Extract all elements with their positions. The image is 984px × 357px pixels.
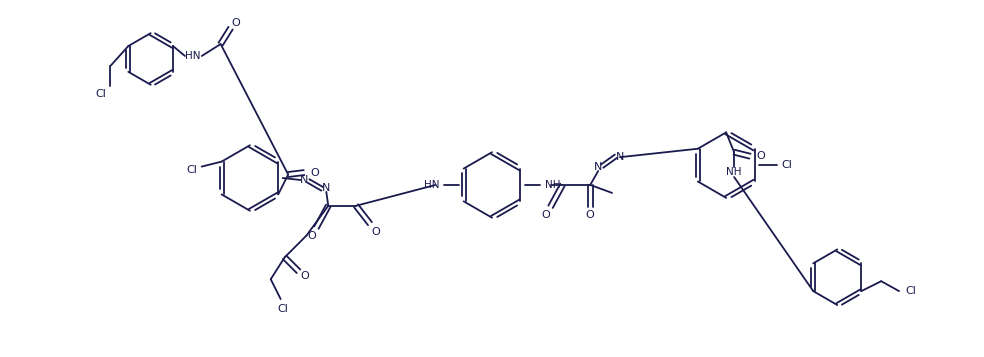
Text: Cl: Cl — [781, 160, 792, 170]
Text: O: O — [541, 210, 550, 220]
Text: Cl: Cl — [905, 286, 916, 296]
Text: NH: NH — [544, 180, 560, 190]
Text: O: O — [307, 231, 316, 241]
Text: HN: HN — [424, 180, 440, 190]
Text: O: O — [756, 151, 765, 161]
Text: N: N — [322, 183, 331, 193]
Text: O: O — [372, 227, 380, 237]
Text: HN: HN — [185, 51, 201, 61]
Text: NH: NH — [726, 167, 742, 177]
Text: O: O — [310, 167, 319, 177]
Text: N: N — [300, 175, 309, 185]
Text: N: N — [594, 162, 602, 172]
Text: O: O — [300, 271, 309, 281]
Text: O: O — [231, 18, 240, 28]
Text: Cl: Cl — [95, 89, 106, 99]
Text: N: N — [616, 152, 624, 162]
Text: Cl: Cl — [186, 165, 197, 175]
Text: Cl: Cl — [277, 304, 288, 314]
Text: O: O — [585, 210, 594, 220]
